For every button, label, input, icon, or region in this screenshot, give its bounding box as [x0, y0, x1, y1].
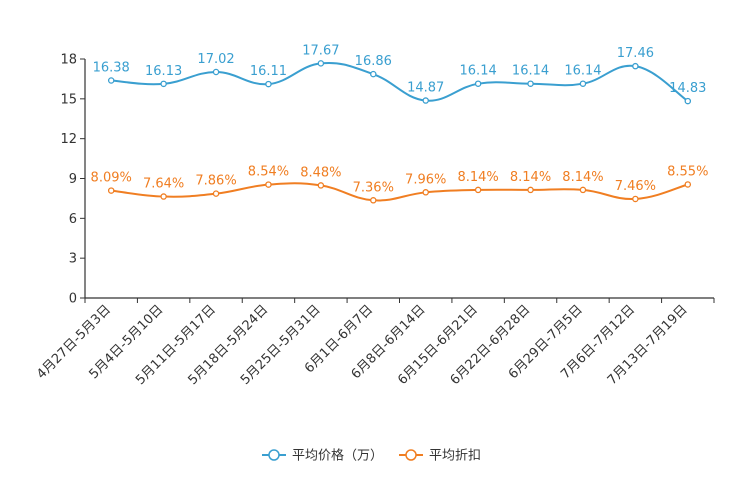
data-point: [422, 97, 429, 104]
data-point: [632, 195, 639, 203]
data-label: 7.46%: [615, 179, 656, 194]
legend-item-2: 平均折扣: [399, 449, 481, 464]
data-label: 16.14: [512, 64, 549, 79]
data-label: 16.13: [145, 64, 182, 79]
y-tick-label: 0: [69, 292, 77, 307]
y-tick-label: 18: [60, 53, 77, 68]
data-point: [370, 197, 377, 204]
data-label: 8.48%: [300, 165, 341, 180]
data-label: 14.87: [407, 81, 444, 96]
data-label: 7.64%: [143, 177, 184, 192]
y-tick-label: 9: [69, 172, 77, 187]
data-point: [317, 182, 325, 189]
data-label: 16.14: [564, 64, 601, 79]
data-point: [527, 80, 534, 87]
legend-label: 平均折扣: [429, 449, 481, 464]
data-point: [212, 190, 220, 197]
data-point: [684, 181, 692, 188]
data-point: [370, 70, 377, 78]
data-point: [579, 186, 587, 194]
data-label: 7.96%: [405, 172, 446, 187]
data-point: [474, 186, 482, 194]
series-2: 8.09% 7.64% 7.86% 8.54% 8.48% 7.36% 7.96% 8.14%…: [91, 164, 708, 204]
data-point: [212, 68, 220, 76]
data-label: 8.09%: [91, 171, 132, 186]
data-point: [527, 186, 534, 194]
axes: 03691215184月27日-5月3日5月4日-5月10日5月11日-5月17…: [34, 53, 715, 388]
data-point: [160, 193, 167, 200]
data-label: 8.14%: [562, 170, 603, 185]
series-1: 16.38 16.13 17.02 16.11 17.67 16.86 14.87 16.14…: [93, 43, 706, 105]
data-label: 17.67: [302, 43, 339, 58]
legend-label: 平均价格（万）: [292, 448, 383, 464]
data-label: 8.14%: [457, 170, 498, 185]
data-label: 16.86: [355, 54, 392, 69]
data-point: [107, 187, 115, 194]
data-point: [474, 80, 482, 87]
data-point: [422, 189, 429, 196]
data-point: [579, 80, 587, 87]
series-line: [111, 182, 689, 202]
data-label: 16.38: [93, 61, 130, 76]
y-tick-label: 3: [69, 252, 77, 267]
series-layer: 16.38 16.13 17.02 16.11 17.67 16.86 14.87 16.14…: [91, 43, 708, 204]
data-point: [160, 80, 167, 88]
data-label: 17.46: [617, 46, 654, 61]
legend: 平均价格（万） 平均折扣: [262, 448, 481, 464]
data-label: 16.11: [250, 64, 287, 79]
data-point: [265, 181, 272, 188]
data-point: [684, 97, 692, 105]
legend-marker: [405, 449, 417, 461]
data-label: 16.14: [460, 64, 497, 79]
y-tick-label: 12: [60, 132, 77, 147]
data-label: 17.02: [197, 52, 234, 67]
data-label: 8.54%: [248, 165, 289, 180]
data-label: 7.36%: [353, 180, 394, 195]
data-point: [265, 80, 272, 88]
legend-item-1: 平均价格（万）: [262, 448, 383, 464]
data-label: 14.83: [669, 81, 706, 96]
data-point: [107, 77, 115, 84]
legend-marker: [268, 449, 280, 461]
y-tick-label: 6: [69, 212, 77, 227]
data-label: 7.86%: [195, 174, 236, 189]
data-point: [632, 62, 639, 70]
series-line: [111, 61, 689, 102]
data-point: [317, 60, 325, 67]
data-label: 8.14%: [510, 170, 551, 185]
y-tick-label: 15: [60, 92, 77, 107]
data-label: 8.55%: [667, 164, 708, 179]
